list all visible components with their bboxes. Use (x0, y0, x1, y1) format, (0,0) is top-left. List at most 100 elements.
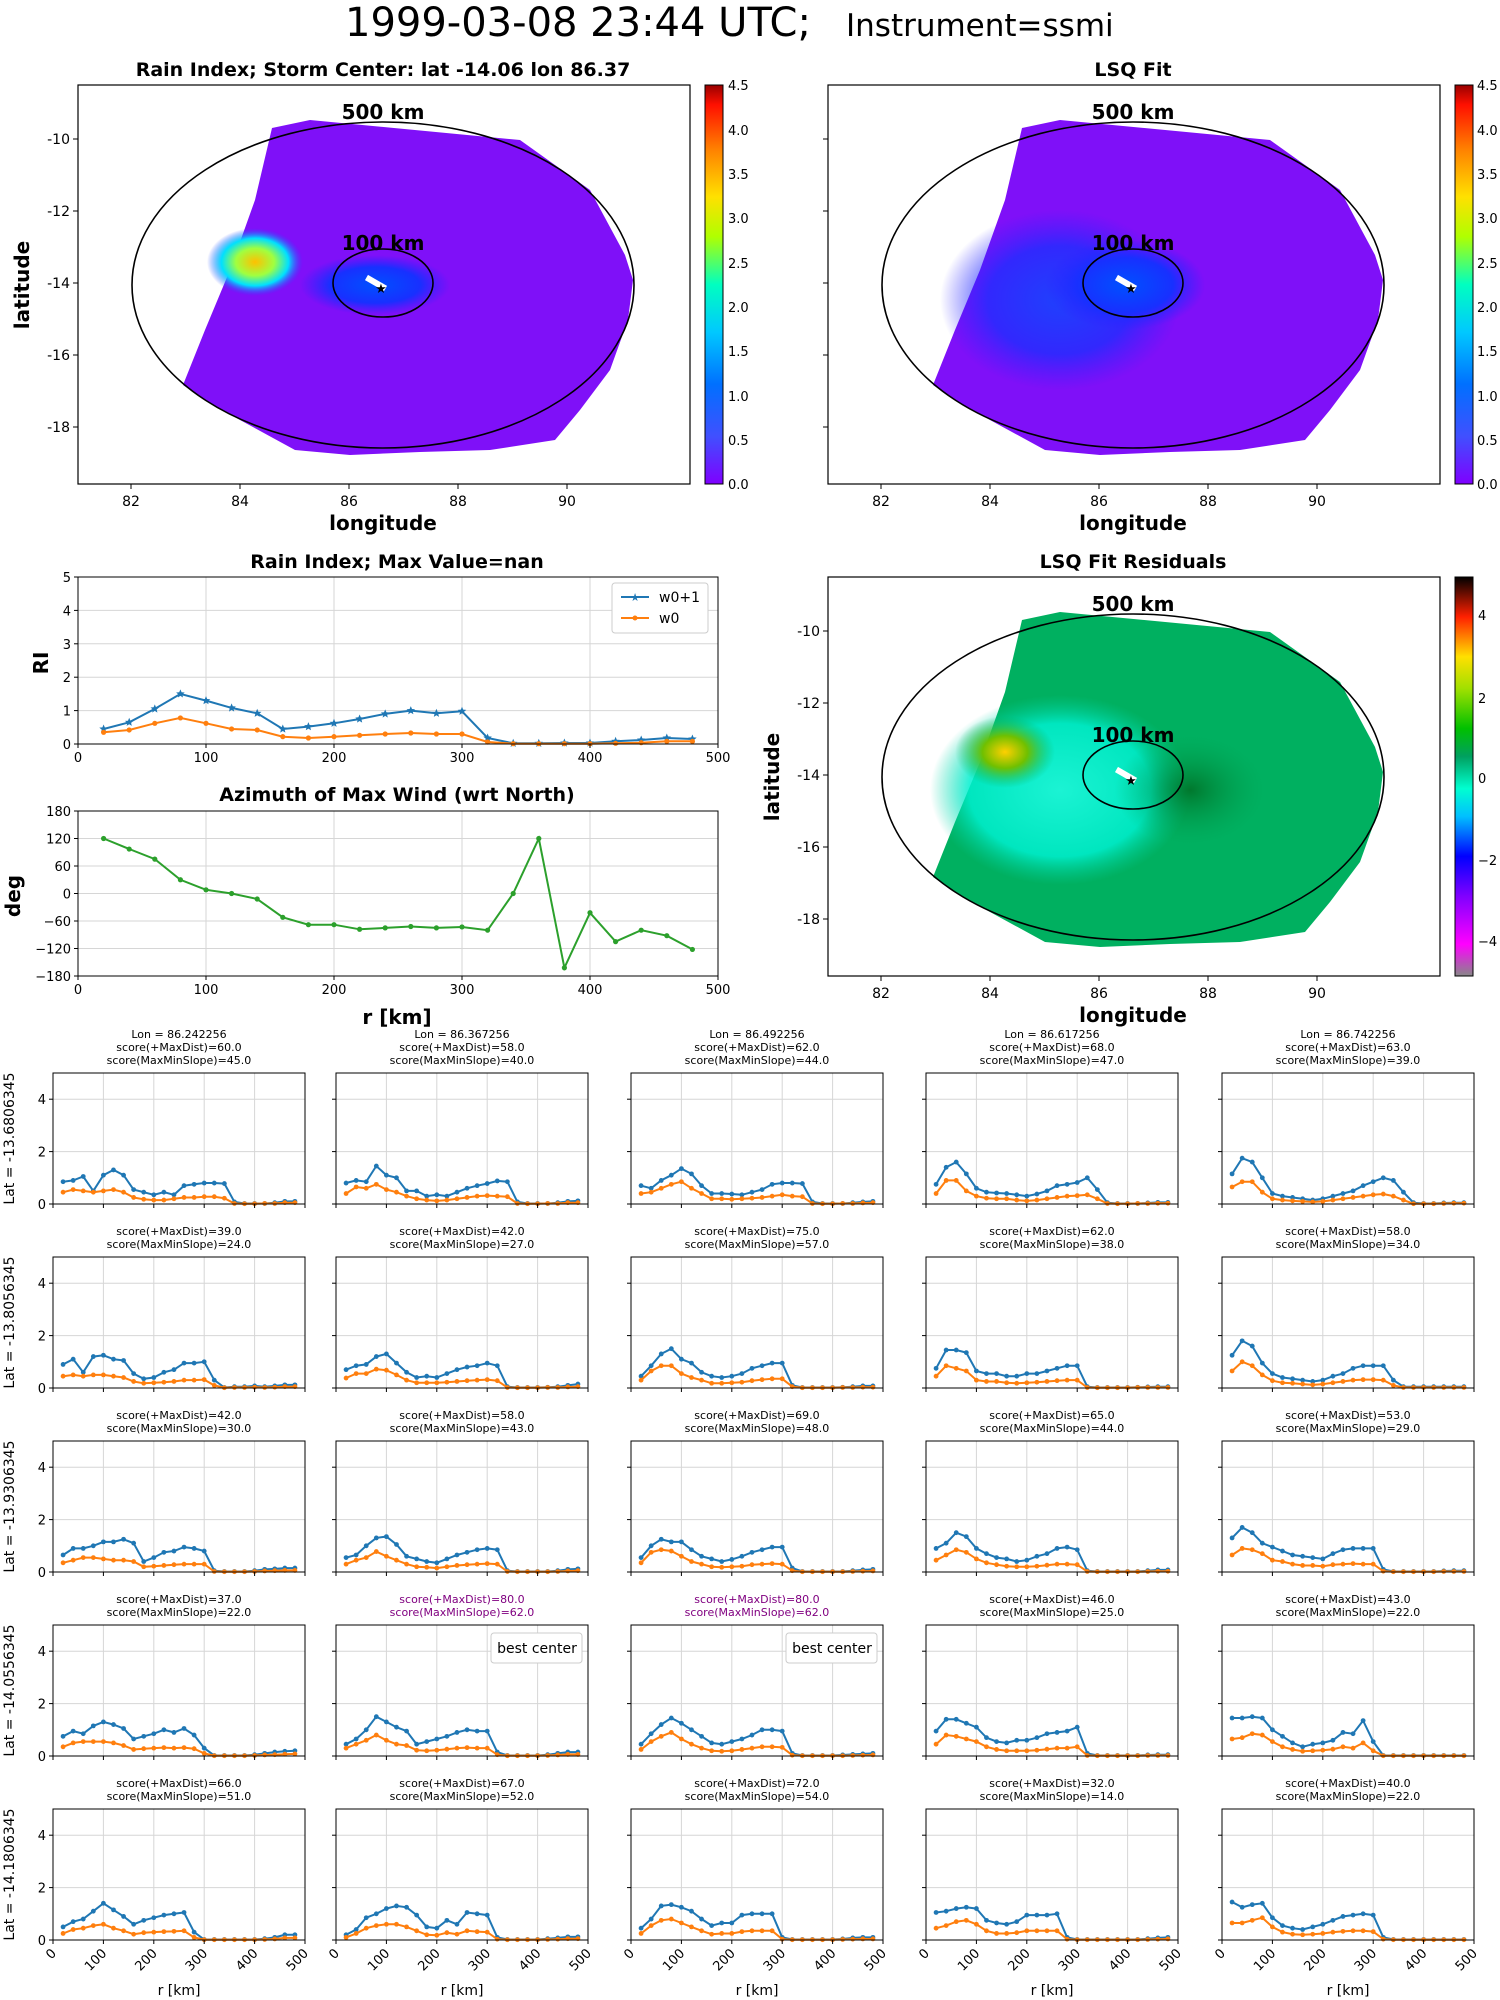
subplot-score-maxdist: score(+MaxDist)=62.0 (989, 1225, 1114, 1238)
w0-point (434, 1932, 440, 1938)
subplot-score-maxminslope: score(MaxMinSlope)=30.0 (107, 1422, 252, 1435)
w0p1-point (719, 1920, 725, 1926)
w0-point (953, 1547, 959, 1553)
w0p1-point (933, 1365, 939, 1371)
w0-point (343, 1191, 349, 1196)
ytick-16: -16 (797, 840, 820, 856)
subplot-score-maxdist: score(+MaxDist)=39.0 (116, 1225, 241, 1238)
w0p1-point (1054, 1365, 1060, 1371)
w0-point (545, 1385, 551, 1390)
w0p1-point (1280, 1193, 1285, 1199)
y-tick-label: 0 (63, 888, 71, 903)
w0-point (80, 1373, 86, 1379)
w0p1-point (373, 1535, 379, 1541)
w0-point (382, 731, 388, 737)
x-tick-label: 500 (706, 983, 731, 998)
w0-point (1155, 1753, 1161, 1758)
w0p1-point (749, 1911, 755, 1917)
axes-background (926, 1625, 1178, 1756)
axes-background (631, 1441, 883, 1572)
w0-point (679, 1736, 684, 1742)
w0p1-point (1044, 1188, 1050, 1194)
w0p1-point (636, 735, 646, 744)
w0p1-point (648, 1916, 654, 1922)
w0-point (1441, 1385, 1447, 1390)
w0p1-point (709, 1923, 715, 1928)
subplot-score-maxdist: score(+MaxDist)=37.0 (116, 1593, 241, 1606)
w0-point (565, 1384, 571, 1390)
w0-point (638, 1377, 644, 1383)
w0-point (151, 1745, 157, 1751)
w0p1-point (80, 1369, 86, 1375)
w0p1-point (380, 709, 390, 718)
w0-point (749, 1195, 755, 1201)
axes-background (631, 1073, 883, 1204)
w0p1-point (121, 1914, 126, 1919)
w0-point (739, 1929, 745, 1935)
axes-frame (335, 1808, 589, 1941)
w0p1-point (414, 1375, 420, 1380)
w0p1-point (662, 733, 672, 742)
w0p1-point (1310, 1555, 1316, 1560)
w0-point (719, 1196, 725, 1202)
y-tick-label: −120 (35, 943, 71, 958)
w0p1-point (1064, 1363, 1070, 1369)
w0-point (254, 727, 260, 733)
ring-500km (131, 121, 635, 449)
w0p1-point (484, 1912, 490, 1918)
w0-point (729, 1196, 735, 1202)
w0-point (638, 1560, 644, 1566)
w0p1-point (638, 1183, 644, 1189)
ytick-14: -14 (797, 768, 820, 784)
subplot-lon-label: Lon = 86.617256 (1004, 1028, 1099, 1041)
azimuth-chart: Azimuth of Max Wind (wrt North) deg r [k… (1, 784, 730, 1029)
w0p1-point (343, 1180, 349, 1186)
x-tick-label: 300 (1352, 1946, 1380, 1974)
w0p1-point (424, 1559, 430, 1564)
w0p1-point (464, 1727, 470, 1733)
x-tick-label: 0 (74, 983, 82, 998)
w0-point (1064, 1561, 1070, 1567)
w0-point (943, 1363, 949, 1369)
w0p1-point (759, 1187, 765, 1192)
w0-point (1370, 1929, 1376, 1935)
w0p1-point (131, 1371, 137, 1376)
w0-point (1370, 1748, 1376, 1754)
w0-point (1024, 1198, 1030, 1204)
w0p1-point (201, 1745, 207, 1751)
azimuth-point (510, 890, 516, 897)
w0p1-point (1044, 1551, 1050, 1557)
rcbar-tick-m4: −4 (1478, 935, 1497, 950)
y-tick-label: 0 (38, 1750, 46, 1765)
w0-point (1145, 1753, 1151, 1758)
suptitle-instrument: Instrument=ssmi (846, 8, 1114, 44)
w0p1-point (933, 1546, 939, 1551)
w0p1-point (111, 1539, 116, 1545)
w0-point (191, 1195, 197, 1200)
w0p1-point (943, 1164, 949, 1170)
w0-point (363, 1737, 369, 1743)
w0-point (1034, 1197, 1040, 1203)
w0p1-point (373, 1714, 379, 1720)
w0p1-point (648, 1543, 654, 1549)
w0-point (689, 1559, 694, 1564)
w0p1-point (504, 1179, 510, 1185)
w0-point (699, 1561, 704, 1567)
w0-point (485, 739, 491, 745)
w0p1-point (1310, 1924, 1316, 1930)
w0p1-point (191, 1929, 197, 1935)
w0-point (699, 1191, 704, 1196)
best-center-legend-box (490, 1632, 583, 1664)
subplot-r3-c4: score(+MaxDist)=65.0score(MaxMinSlope)=4… (922, 1409, 1179, 1576)
w0-point (1054, 1378, 1060, 1384)
w0p1-point (494, 1547, 500, 1553)
w0-point (353, 1371, 359, 1376)
w0-point (1451, 1200, 1457, 1206)
xtick-90: 90 (1308, 986, 1326, 1002)
x-tick-label: 500 (862, 1946, 890, 1974)
y-tick-label: 2 (38, 1698, 46, 1713)
w0p1-point (363, 1543, 369, 1549)
w0-point (769, 1193, 775, 1199)
w0-point (1105, 1201, 1110, 1206)
w0-point (1249, 1917, 1255, 1923)
